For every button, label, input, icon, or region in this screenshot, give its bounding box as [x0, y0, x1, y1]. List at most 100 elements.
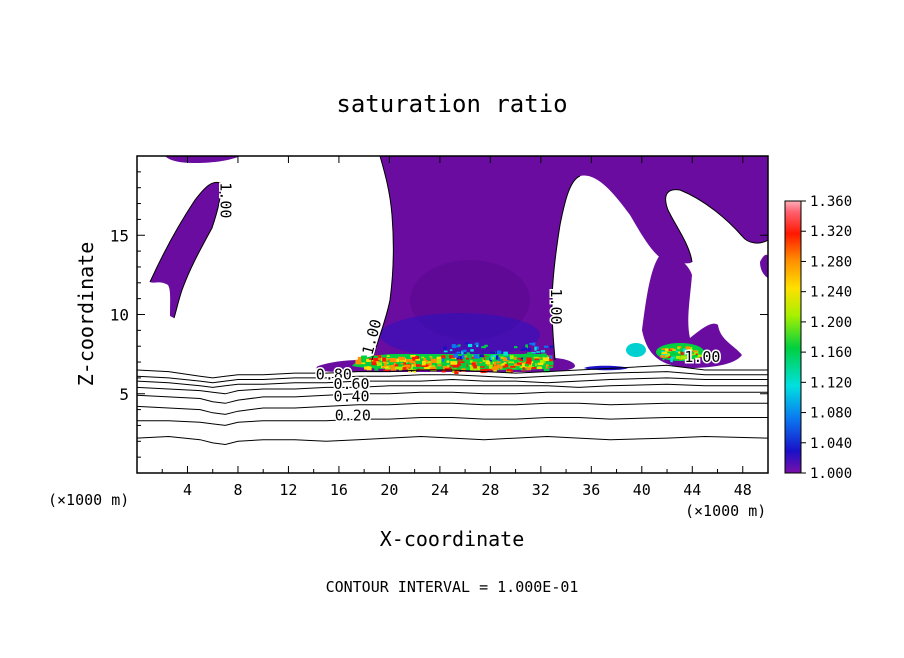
band-cell [485, 358, 489, 362]
y-axis-label: Z-coordinate [74, 242, 98, 387]
band-cell [504, 362, 507, 364]
band-cell [442, 357, 445, 362]
band-cell [536, 355, 544, 358]
band-cell [355, 362, 361, 365]
band-cell [487, 368, 493, 371]
x-tick-label: 36 [582, 481, 600, 499]
hotspot-cell [670, 357, 673, 363]
band-cell [490, 351, 495, 354]
contour-lines [137, 364, 768, 446]
band-cell [543, 367, 547, 370]
hotspot-cell [692, 350, 698, 353]
band-cell [522, 367, 525, 372]
hotspot-cell [678, 351, 681, 354]
band-cell [535, 346, 539, 350]
band-cell [413, 369, 416, 373]
band-cell [532, 343, 535, 346]
band-cell [535, 361, 540, 364]
band-cell [442, 361, 450, 365]
band-cell [524, 353, 528, 356]
band-cell [453, 353, 458, 358]
band-cell [537, 366, 542, 369]
band-cell [484, 356, 491, 359]
contour-line-0.3 [137, 417, 768, 426]
band-cell [484, 344, 488, 347]
band-cell [383, 369, 390, 372]
band-cell [463, 355, 467, 358]
band-cell [361, 358, 364, 362]
band-cell [479, 354, 484, 358]
band-cell [441, 355, 446, 360]
column-shade [380, 313, 540, 357]
band-cell [449, 355, 456, 359]
band-cell [450, 361, 457, 365]
hotspot-cell [665, 348, 669, 352]
x-tick-label: 24 [431, 481, 449, 499]
band-cell [530, 351, 536, 354]
band-cell [402, 367, 407, 370]
band-cell [373, 357, 379, 362]
band-cell [503, 358, 509, 362]
band-cell [467, 343, 473, 348]
band-cell [549, 355, 553, 359]
hotspot-cell [675, 350, 679, 353]
band-cell [436, 359, 442, 364]
band-cell [403, 362, 406, 366]
band-cell [390, 355, 394, 358]
band-cell [523, 347, 527, 351]
band-cell [484, 368, 488, 373]
band-cell [443, 350, 448, 353]
band-cell [514, 346, 518, 349]
band-cell [547, 366, 554, 368]
band-cell [534, 346, 537, 351]
band-cell [490, 360, 497, 363]
band-cell [466, 352, 470, 357]
band-cell [513, 363, 520, 368]
contour-interval-note: CONTOUR INTERVAL = 1.000E-01 [326, 578, 579, 596]
band-cell [543, 355, 548, 358]
colorbar-tick-label: 1.320 [810, 224, 852, 240]
band-cell [368, 358, 374, 360]
band-cell [479, 366, 485, 368]
band-cell [382, 366, 385, 369]
x-tick-label: 4 [183, 481, 192, 499]
band-cell [496, 361, 501, 364]
band-cell [497, 356, 504, 359]
band-cell [497, 350, 502, 354]
band-cell [543, 345, 549, 348]
band-cell [475, 366, 481, 371]
hotspot-cell [689, 355, 695, 360]
chart-title: saturation ratio [336, 90, 567, 118]
band-cell [430, 358, 438, 363]
hotspot-cell [680, 355, 687, 360]
band-cell [519, 359, 524, 362]
plot-area: 1.001.001.001.000.800.600.400.20 [137, 156, 768, 446]
band-cell [465, 342, 470, 345]
band-cell [454, 369, 459, 375]
band-cell [466, 357, 469, 360]
band-cell [493, 368, 496, 372]
contour-label: 0.60 [333, 375, 369, 393]
hotspot-cell [685, 346, 691, 350]
band-cell [517, 357, 524, 360]
x-tick-label: 28 [481, 481, 499, 499]
x-tick-label: 32 [532, 481, 550, 499]
band-cell [381, 365, 388, 369]
band-cell [390, 367, 397, 371]
x-tick-label: 8 [233, 481, 242, 499]
band-cell [423, 357, 428, 363]
hotspot-cell [680, 351, 684, 356]
contour-label: 1.00 [684, 348, 720, 366]
band-cell [441, 369, 446, 373]
band-cell [499, 357, 506, 362]
band-cell [424, 361, 431, 364]
band-cell [461, 363, 467, 368]
band-cell [366, 366, 372, 371]
band-cell [421, 365, 428, 367]
band-cell [527, 365, 534, 368]
band-cell [485, 360, 491, 365]
band-cell [357, 356, 363, 361]
band-cell [532, 363, 536, 367]
band-cell [406, 359, 413, 362]
band-cell [422, 360, 426, 366]
